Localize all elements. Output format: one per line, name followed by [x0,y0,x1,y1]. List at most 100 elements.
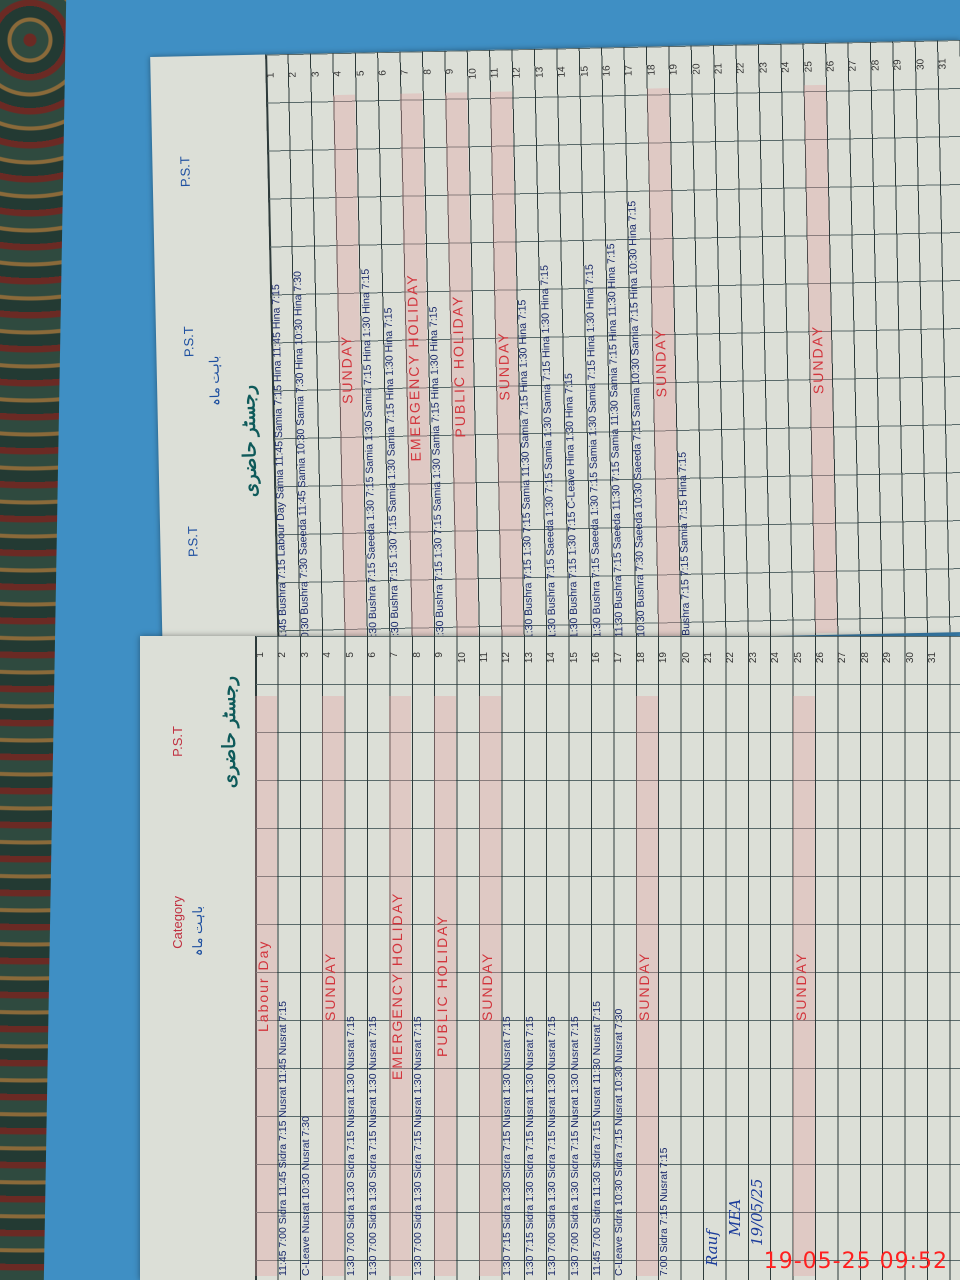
attendance-entry: 1:30 7:00 Sidra 1:30 Sidra 7:15 Nusrat 1… [411,1016,424,1276]
day-number: 6 [367,652,378,658]
day-number: 28 [859,652,871,664]
post-label: P.S.T [170,726,185,757]
day-number: 10 [467,68,479,80]
page-header: رجسٹر حاضری باہت ماہ Category P.S.T [140,636,257,1280]
day-number: 13 [534,66,546,79]
register-left-page: رجسٹر حاضری باہت ماہ Category P.S.T Rauf… [140,636,960,1280]
day-number: 8 [422,69,434,75]
day-number: 5 [355,70,367,77]
day-number: 8 [411,652,423,658]
signature: MEA [726,1198,744,1236]
day-number: 10 [456,652,468,664]
day-number: 22 [735,62,748,74]
day-number: 11 [489,67,501,79]
day-number: 15 [568,652,580,664]
holiday-band [322,696,345,1276]
day-number: 12 [511,67,524,79]
holiday-band [389,696,412,1276]
day-number: 13 [523,652,535,664]
day-number: 3 [310,71,322,78]
day-number: 14 [546,652,558,664]
day-number: 29 [892,59,904,71]
attendance-entry: 11:45 7:00 Sidra 11:45 Sidra 7:15 Nusrat… [277,1001,290,1276]
day-number: 9 [444,68,456,75]
day-number: 23 [747,652,759,664]
day-number: 30 [914,58,927,71]
day-number: 1 [255,652,266,658]
day-number: 14 [556,66,568,78]
day-number: 15 [579,65,591,78]
day-number: 2 [287,71,300,78]
day-number: 21 [703,652,714,664]
attendance-entry: 1:30 7:15 Sidra 1:30 Sidra 7:15 Nusrat 1… [501,1016,514,1276]
day-number: 27 [837,652,849,664]
day-number: 26 [825,60,837,72]
day-number: 5 [344,652,356,658]
attendance-entry: 1:30 7:00 Sidra 1:30 Sidra 7:15 Nusrat 1… [546,1016,559,1276]
day-number: 19 [668,63,680,76]
day-number: 16 [591,652,602,664]
month-heading: باہت ماہ [206,355,223,406]
day-number: 6 [377,69,389,76]
day-number: 1 [265,72,277,79]
day-number: 17 [623,64,636,77]
photo-timestamp: 19-05-25 09:52 [763,1249,948,1274]
holiday-entry: EMERGENCY HOLIDAY [389,891,406,1081]
day-number: 21 [713,62,725,75]
day-number: 3 [299,652,311,658]
day-number: 12 [501,652,513,664]
attendance-entry: 1:30 7:00 Sidra 1:30 Sidra 7:15 Nusrat 1… [568,1016,581,1276]
holiday-band [479,696,501,1276]
day-number: 16 [601,65,613,77]
holiday-entry: PUBLIC HOLIDAY [434,914,451,1058]
day-number: 29 [882,652,894,664]
day-number: 11 [479,652,490,663]
day-number: 4 [322,652,334,658]
day-number: 25 [792,652,804,664]
day-number: 22 [725,652,737,664]
day-number: 20 [691,63,703,75]
holiday-entry: SUNDAY [322,951,339,1021]
day-number: 7 [389,652,401,658]
attendance-entry: 7:00 Sidra 7:15 Nusrat 7:15 [658,1147,671,1276]
register-right-page: رجسٹر حاضری باہت ماہ P.S.T P.S.T P.S.T 1… [150,40,960,649]
attendance-entry: 1:30 7:00 Sidra 1:30 Sidra 7:15 Nusrat 1… [344,1016,357,1276]
day-number: 28 [870,59,882,72]
post-label: P.S.T [177,156,193,188]
post-label: P.S.T [180,326,197,358]
day-number: 2 [277,652,289,658]
page-header: رجسٹر حاضری باہت ماہ P.S.T P.S.T P.S.T [150,54,280,649]
day-number: 23 [758,62,770,74]
day-number: 9 [434,652,446,658]
attendance-entry: 11:45 7:00 Sidra 11:30 Sidra 7:15 Nusrat… [591,1001,603,1276]
day-number: 24 [780,61,792,73]
day-number: 20 [680,652,692,664]
attendance-entry: C-Leave Sidra 10:30 Sidra 7:15 Nusrat 10… [613,1008,626,1276]
attendance-grid [255,636,960,1280]
day-number: 30 [904,652,916,664]
day-number: 19 [658,652,670,664]
holiday-band [792,696,815,1276]
day-number: 31 [937,58,949,70]
day-number: 27 [847,60,860,72]
page-title: رجسٹر حاضری [219,676,239,789]
day-number: 4 [332,70,344,77]
holiday-entry: SUNDAY [479,951,495,1021]
holiday-band [434,696,457,1276]
month-heading: باہت ماہ [190,906,205,957]
category-label: Category [170,896,185,949]
day-number: 7 [399,69,412,76]
holiday-entry: SUNDAY [792,951,809,1021]
day-number: 26 [815,652,826,664]
holiday-entry: SUNDAY [635,951,652,1021]
attendance-entry: 1:30 7:00 Sidra 1:30 Sidra 7:15 Nusrat 1… [367,1016,379,1276]
post-label: P.S.T [185,526,201,558]
day-number: 17 [613,652,625,664]
attendance-entry: 1:30 7:15 Sidra 1:30 Sidra 7:15 Nusrat 1… [523,1016,536,1276]
signature-date: 19/05/25 [748,1178,766,1246]
day-number: 25 [803,61,815,73]
day-number: 31 [927,652,938,664]
day-number: 18 [646,64,658,76]
attendance-entry: C-Leave Nusrat 10:30 Nusrat 7:30 [299,1116,312,1276]
day-number: 18 [635,652,647,664]
